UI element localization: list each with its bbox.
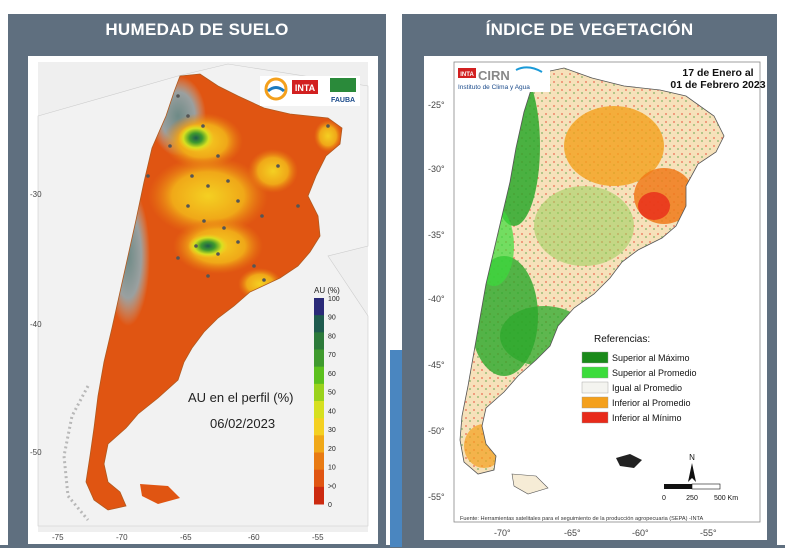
lat-tick: -50° xyxy=(428,426,445,436)
map-label: AU en el perfil (%) xyxy=(188,390,293,405)
tierra-del-fuego xyxy=(140,484,180,504)
lon-tick: -65° xyxy=(564,528,581,538)
lat-tick: -25° xyxy=(428,100,445,110)
legend-swatch xyxy=(581,411,609,424)
legend-tick: 10 xyxy=(328,465,336,472)
lon-tick: -55° xyxy=(700,528,717,538)
legend-title: AU (%) xyxy=(314,286,340,295)
legend-swatch xyxy=(581,366,609,379)
fauba-logo-text: FAUBA xyxy=(331,97,355,104)
scale-label: 250 xyxy=(686,495,698,502)
legend-label: Inferior al Mínimo xyxy=(612,413,682,423)
legend-swatch xyxy=(581,351,609,364)
vegetation-index-title: ÍNDICE DE VEGETACIÓN xyxy=(485,20,694,39)
legend-title: Referencias: xyxy=(594,334,650,345)
legend-swatch xyxy=(314,298,324,316)
source-note: Fuente: Herramientas satelitales para el… xyxy=(460,516,704,522)
legend-tick: 90 xyxy=(328,315,336,322)
moisture-legend: AU (%) 100 90 80 70 60 50 40 30 20 10 >0 0 xyxy=(314,286,340,509)
soil-moisture-map: INTA FAUBA AU (%) 100 90 80 70 60 50 40 30 20 10 >… xyxy=(28,56,378,544)
lon-tick: -60 xyxy=(248,533,260,542)
lat-tick: -50 xyxy=(30,448,42,457)
vegetation-index-panel: ÍNDICE DE VEGETACIÓN xyxy=(402,14,777,547)
legend-swatch xyxy=(314,401,324,419)
lat-tick: -55° xyxy=(428,492,445,502)
station-markers xyxy=(146,94,330,282)
legend-swatch xyxy=(314,435,324,453)
legend-swatch xyxy=(314,486,324,505)
center-accent-strip xyxy=(390,350,402,547)
legend-tick: 30 xyxy=(328,427,336,434)
map-date: 06/02/2023 xyxy=(210,416,275,431)
legend-swatch xyxy=(314,418,324,436)
lon-tick: -65 xyxy=(180,533,192,542)
lon-tick: -60° xyxy=(632,528,649,538)
chile-coast xyxy=(62,385,90,521)
legend-tick: 0 xyxy=(328,502,332,509)
lat-tick: -45° xyxy=(428,360,445,370)
lat-tick: -35° xyxy=(428,230,445,240)
legend-swatch xyxy=(314,452,324,471)
vegetation-legend: Referencias: Superior al Máximo Superior … xyxy=(581,334,697,424)
north-label: N xyxy=(689,453,695,462)
axis-labels: -30 -40 -50 -75 -70 -65 -60 -55 xyxy=(30,190,324,542)
lon-tick: -75 xyxy=(52,533,64,542)
legend-swatch xyxy=(314,383,324,402)
legend-swatch xyxy=(314,332,324,350)
legend-swatch xyxy=(581,396,609,409)
scale-label: 0 xyxy=(662,495,666,502)
legend-swatch xyxy=(314,349,324,368)
legend-tick: 50 xyxy=(328,390,336,397)
legend-tick: 80 xyxy=(328,333,336,340)
legend-swatch xyxy=(314,366,324,385)
lon-tick: -55 xyxy=(312,533,324,542)
legend-tick: 100 xyxy=(328,296,340,303)
cirn-logo-subtitle: Instituto de Clima y Agua xyxy=(458,84,530,91)
scale-label: 500 Km xyxy=(714,495,738,502)
legend-swatch xyxy=(314,469,324,488)
scale-bar: 0 250 500 Km xyxy=(662,483,738,502)
axis-labels: -25° -30° -35° -40° -45° -50° -55° -70° … xyxy=(428,100,717,538)
period-line-2: 01 de Febrero 2023 xyxy=(670,79,765,91)
lon-tick: -70° xyxy=(494,528,511,538)
legend-label: Igual al Promedio xyxy=(612,383,682,393)
legend-tick: >0 xyxy=(328,483,336,490)
inta-logo-text: INTA xyxy=(295,83,316,93)
lat-tick: -40° xyxy=(428,294,445,304)
inta-logo-text: INTA xyxy=(460,72,474,78)
tierra-del-fuego xyxy=(511,473,549,495)
lat-tick: -30 xyxy=(30,190,42,199)
lat-tick: -30° xyxy=(428,164,445,174)
argentina-outline xyxy=(85,73,343,511)
lon-tick: -70 xyxy=(116,533,128,542)
vegetation-index-map: INTA CIRN Instituto de Clima y Agua 17 d… xyxy=(424,56,767,540)
malvinas-islands xyxy=(616,454,642,468)
legend-tick: 20 xyxy=(328,446,336,453)
soil-moisture-panel: HUMEDAD DE SUELO xyxy=(8,14,386,547)
legend-label: Superior al Promedio xyxy=(612,368,697,378)
cirn-logo: INTA CIRN Instituto de Clima y Agua xyxy=(456,66,550,92)
legend-tick: 60 xyxy=(328,371,336,378)
wave-icon xyxy=(515,66,543,73)
legend-label: Inferior al Promedio xyxy=(612,398,691,408)
argentina-outline xyxy=(459,67,725,475)
institution-logos: INTA FAUBA xyxy=(260,76,360,106)
period-line-1: 17 de Enero al xyxy=(682,67,753,79)
legend-swatch xyxy=(581,381,609,394)
legend-tick: 70 xyxy=(328,352,336,359)
north-arrow: N xyxy=(688,453,696,482)
logo-emblem-icon xyxy=(264,77,288,101)
vegetation-map-svg: INTA CIRN Instituto de Clima y Agua 17 d… xyxy=(424,56,767,540)
lat-tick: -40 xyxy=(30,320,42,329)
cirn-logo-text: CIRN xyxy=(478,68,510,83)
legend-swatch xyxy=(314,315,324,333)
soil-moisture-map-svg: INTA FAUBA AU (%) 100 90 80 70 60 50 40 30 20 10 >… xyxy=(28,56,378,544)
legend-tick: 40 xyxy=(328,408,336,415)
legend-label: Superior al Máximo xyxy=(612,353,690,363)
soil-moisture-title: HUMEDAD DE SUELO xyxy=(105,20,289,39)
